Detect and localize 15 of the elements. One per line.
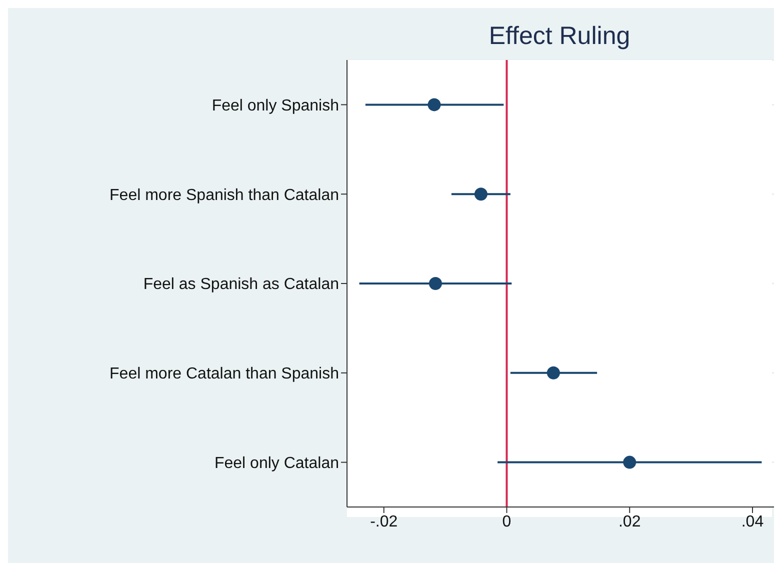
- x-tick-label: 0: [502, 513, 512, 530]
- y-tick-label: Feel more Spanish than Catalan: [110, 186, 339, 204]
- x-tick-label: .04: [741, 513, 764, 530]
- chart-title: Effect Ruling: [488, 22, 632, 51]
- point: [623, 456, 636, 469]
- y-tick-label: Feel only Catalan: [214, 454, 339, 472]
- x-tick-label: .02: [618, 513, 641, 530]
- y-tick-label: Feel as Spanish as Catalan: [143, 276, 339, 294]
- point: [428, 98, 441, 112]
- point: [428, 277, 442, 290]
- y-tick-label: Feel only Spanish: [212, 97, 339, 114]
- point: [546, 366, 560, 380]
- x-tick-label: -.02: [370, 513, 398, 530]
- y-tick-label: Feel more Catalan than Spanish: [110, 366, 339, 383]
- point: [474, 188, 488, 201]
